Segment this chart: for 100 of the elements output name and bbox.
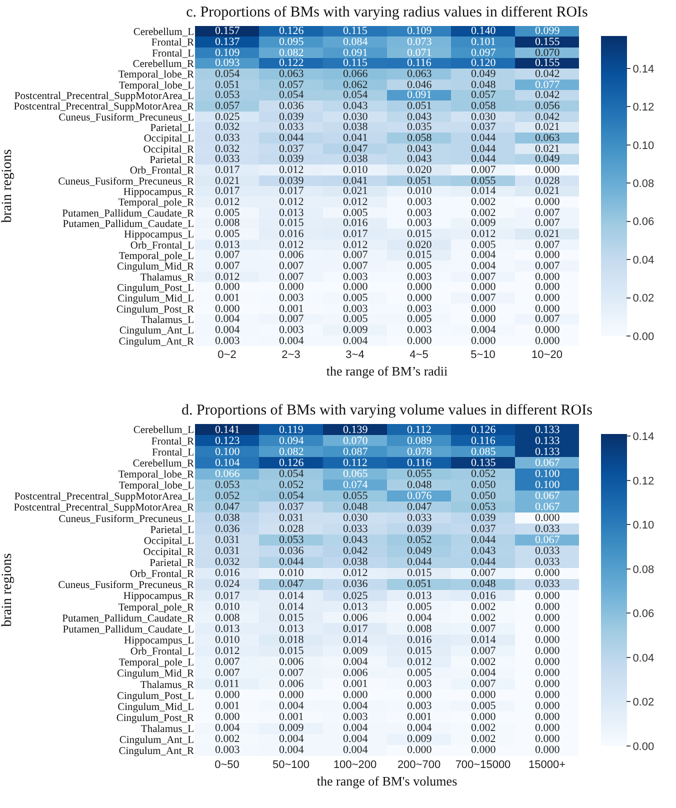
data-label: 0.054 bbox=[279, 490, 304, 502]
data-label: 0.004 bbox=[471, 667, 496, 679]
data-label: 0.044 bbox=[471, 143, 496, 155]
data-label: 0.017 bbox=[343, 228, 368, 240]
data-label: 0.008 bbox=[407, 623, 432, 635]
data-label: 0.054 bbox=[343, 89, 368, 101]
data-label: 0.007 bbox=[471, 164, 496, 176]
data-label: 0.084 bbox=[343, 36, 368, 48]
data-label: 0.115 bbox=[343, 25, 368, 37]
y-tick-label: Cingulum_Mid_L bbox=[118, 702, 194, 713]
y-tick-label: Occipital_R bbox=[143, 144, 194, 156]
data-label: 0.052 bbox=[279, 479, 304, 491]
data-label: 0.133 bbox=[535, 424, 560, 436]
color-bar-label: 0.14 bbox=[632, 431, 654, 444]
data-label: 0.033 bbox=[343, 523, 368, 535]
data-label: 0.055 bbox=[407, 468, 432, 480]
data-label: 0.041 bbox=[343, 175, 368, 187]
data-label: 0.091 bbox=[343, 47, 368, 59]
data-label: 0.000 bbox=[535, 281, 560, 293]
data-label: 0.000 bbox=[535, 164, 560, 176]
data-label: 0.006 bbox=[343, 667, 368, 679]
data-label: 0.052 bbox=[407, 534, 432, 546]
data-label: 0.021 bbox=[215, 175, 240, 187]
data-label: 0.067 bbox=[535, 534, 560, 546]
data-label: 0.137 bbox=[215, 36, 240, 48]
data-label: 0.100 bbox=[535, 479, 560, 491]
data-label: 0.047 bbox=[215, 501, 240, 513]
data-label: 0.037 bbox=[279, 143, 304, 155]
data-label: 0.067 bbox=[535, 457, 560, 469]
data-label: 0.035 bbox=[407, 121, 432, 133]
data-label: 0.017 bbox=[343, 623, 368, 635]
data-label: 0.000 bbox=[215, 303, 240, 315]
data-label: 0.016 bbox=[279, 228, 304, 240]
data-label: 0.000 bbox=[407, 689, 432, 701]
data-label: 0.044 bbox=[407, 556, 432, 568]
x-tick-label: 2~3 bbox=[282, 349, 300, 361]
data-label: 0.039 bbox=[407, 523, 432, 535]
y-tick-label: Occipital_R bbox=[143, 546, 194, 558]
data-label: 0.038 bbox=[343, 121, 368, 133]
y-tick-label: Cingulum_Ant_L bbox=[119, 326, 194, 337]
data-label: 0.007 bbox=[343, 260, 368, 272]
data-label: 0.119 bbox=[279, 424, 304, 436]
data-label: 0.002 bbox=[215, 733, 240, 745]
data-label: 0.157 bbox=[215, 25, 240, 37]
data-label: 0.058 bbox=[407, 132, 432, 144]
data-label: 0.003 bbox=[407, 196, 432, 208]
data-label: 0.012 bbox=[343, 196, 368, 208]
data-label: 0.003 bbox=[407, 217, 432, 229]
data-label: 0.135 bbox=[471, 457, 496, 469]
data-label: 0.004 bbox=[279, 733, 304, 745]
data-label: 0.004 bbox=[471, 260, 496, 272]
data-label: 0.008 bbox=[215, 217, 240, 229]
data-label: 0.070 bbox=[535, 47, 560, 59]
data-label: 0.003 bbox=[343, 303, 368, 315]
data-label: 0.000 bbox=[535, 567, 560, 579]
data-label: 0.004 bbox=[343, 733, 368, 745]
data-label: 0.031 bbox=[215, 534, 240, 546]
data-label: 0.033 bbox=[407, 512, 432, 524]
data-label: 0.000 bbox=[535, 612, 560, 624]
y-tick-label: Hippocampus_R bbox=[123, 591, 194, 602]
data-label: 0.003 bbox=[407, 303, 432, 315]
data-label: 0.049 bbox=[535, 153, 560, 165]
data-label: 0.015 bbox=[279, 612, 304, 624]
data-label: 0.049 bbox=[407, 545, 432, 557]
y-axis-title: brain regions bbox=[0, 553, 15, 627]
data-label: 0.007 bbox=[535, 217, 560, 229]
data-label: 0.140 bbox=[471, 25, 496, 37]
data-label: 0.052 bbox=[471, 468, 496, 480]
data-label: 0.030 bbox=[343, 512, 368, 524]
color-bar-label: 0.14 bbox=[632, 63, 654, 76]
data-label: 0.037 bbox=[471, 523, 496, 535]
data-label: 0.004 bbox=[279, 700, 304, 712]
data-label: 0.101 bbox=[471, 36, 496, 48]
data-label: 0.007 bbox=[279, 667, 304, 679]
data-label: 0.039 bbox=[471, 512, 496, 524]
data-label: 0.002 bbox=[471, 207, 496, 219]
data-label: 0.052 bbox=[215, 490, 240, 502]
data-label: 0.012 bbox=[343, 567, 368, 579]
data-label: 0.000 bbox=[535, 733, 560, 745]
y-tick-label: Cingulum_Post_R bbox=[116, 712, 194, 724]
data-label: 0.033 bbox=[535, 523, 560, 535]
data-label: 0.002 bbox=[471, 733, 496, 745]
y-tick-label: Cingulum_Mid_R bbox=[116, 262, 194, 273]
data-label: 0.003 bbox=[343, 271, 368, 283]
data-label: 0.047 bbox=[343, 143, 368, 155]
data-label: 0.003 bbox=[407, 678, 432, 690]
data-label: 0.095 bbox=[279, 36, 304, 48]
data-label: 0.000 bbox=[535, 744, 560, 756]
data-label: 0.000 bbox=[535, 667, 560, 679]
data-label: 0.005 bbox=[215, 207, 240, 219]
data-label: 0.013 bbox=[215, 239, 240, 251]
data-label: 0.122 bbox=[279, 57, 304, 69]
color-bar-label: 0.08 bbox=[632, 564, 654, 576]
y-tick-label: Thalamus_L bbox=[140, 724, 194, 736]
data-label: 0.074 bbox=[343, 479, 368, 491]
data-label: 0.066 bbox=[215, 468, 240, 480]
data-label: 0.007 bbox=[471, 567, 496, 579]
data-label: 0.004 bbox=[279, 335, 304, 347]
data-label: 0.005 bbox=[407, 601, 432, 613]
y-tick-label: Postcentral_Precentral_SuppMotorArea_L bbox=[14, 91, 194, 102]
